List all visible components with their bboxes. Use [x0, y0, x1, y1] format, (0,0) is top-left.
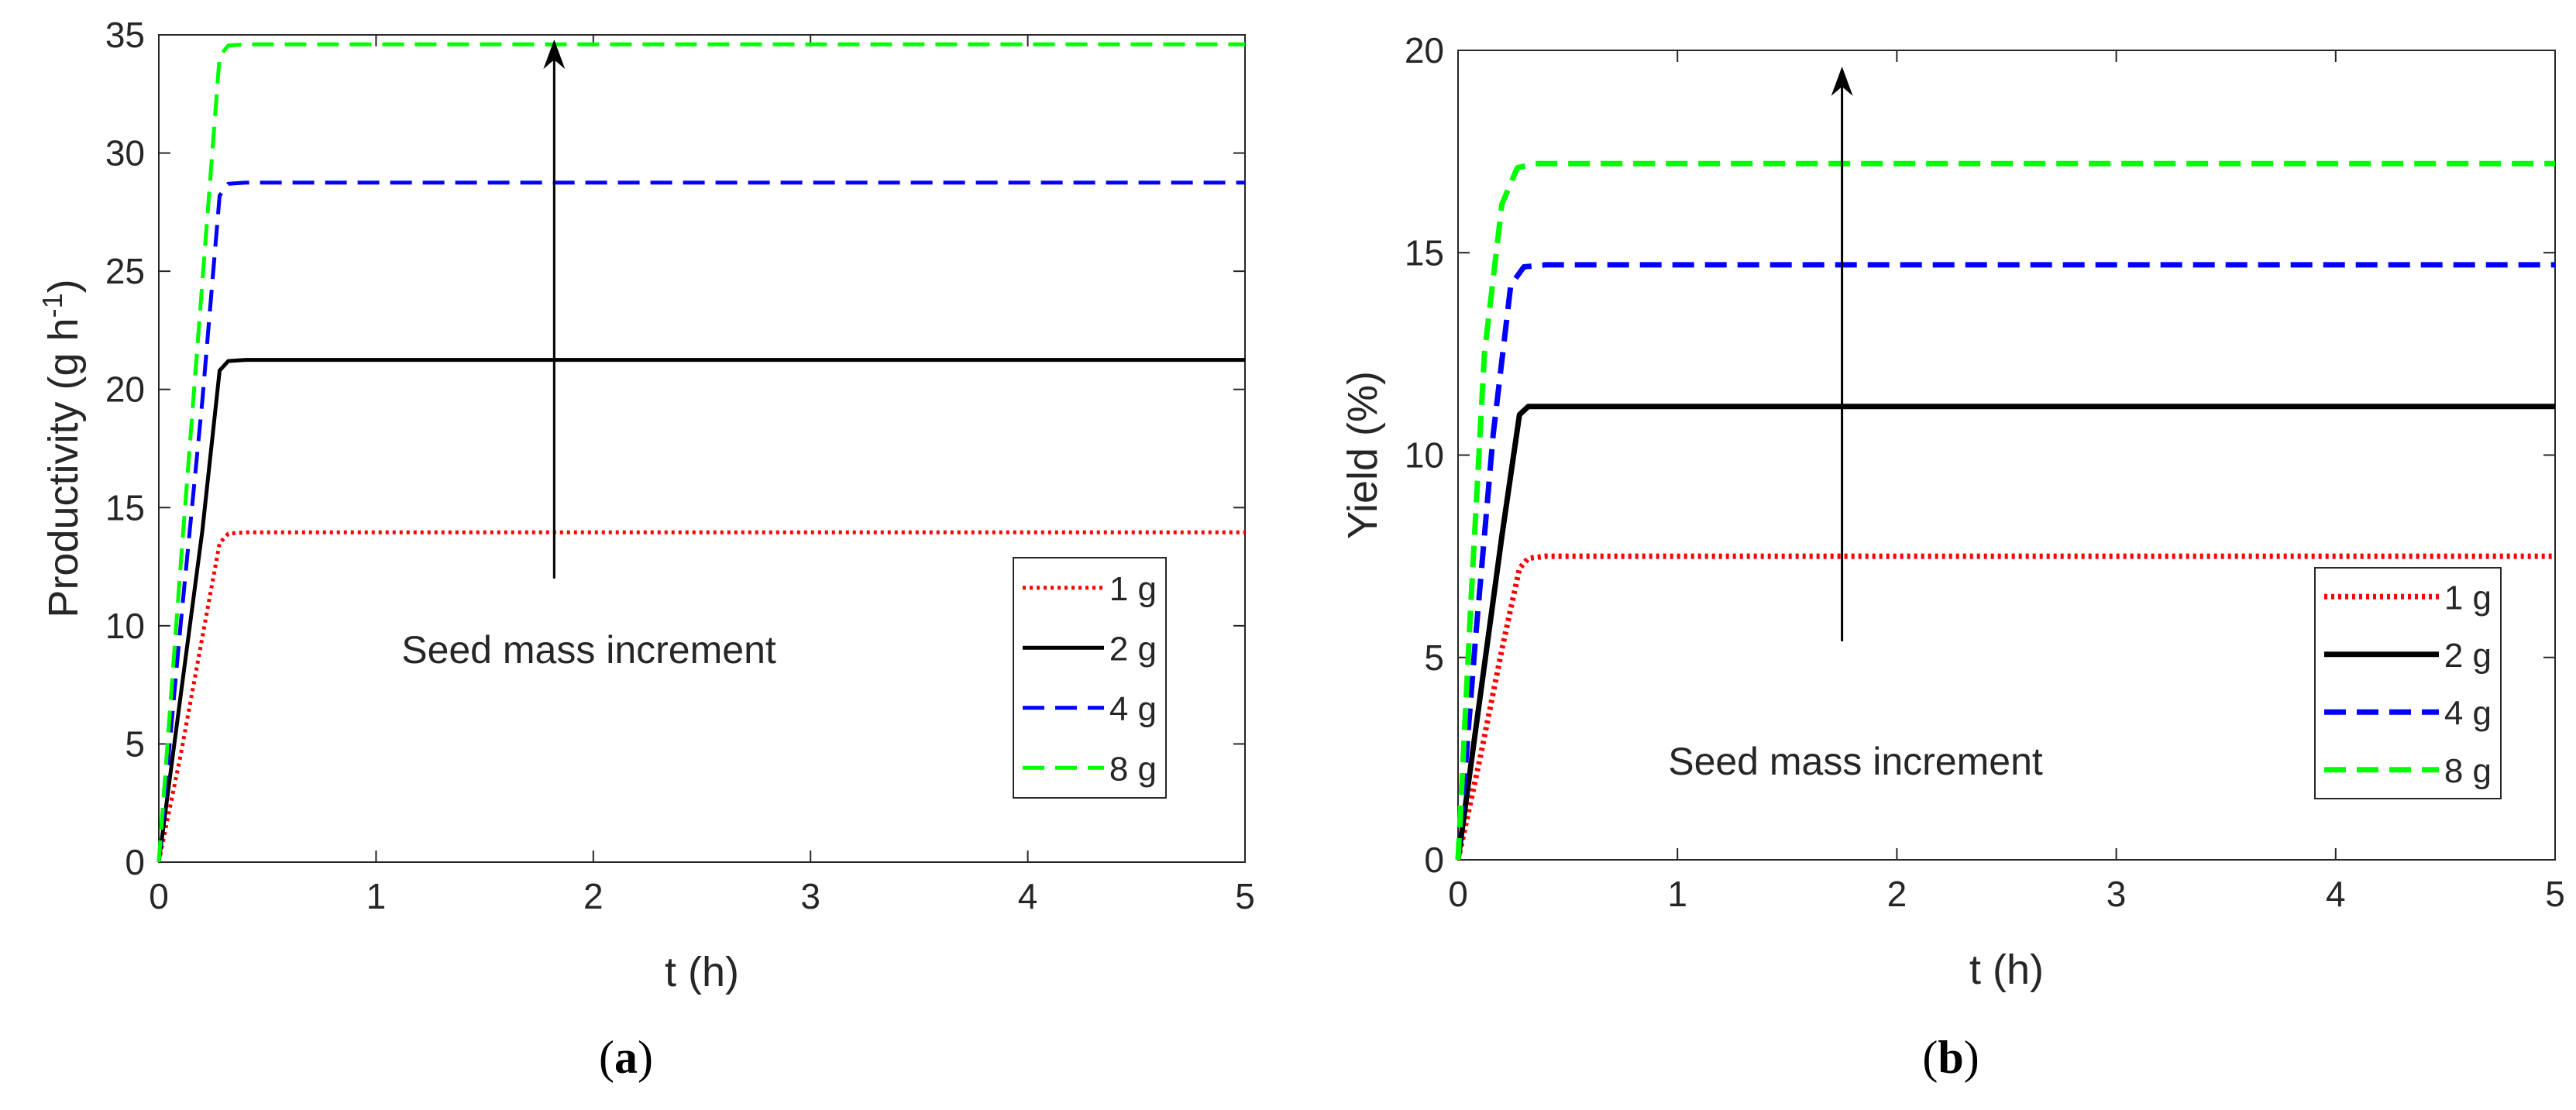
y-tick-label: 15 — [105, 487, 145, 528]
series-line-8g — [156, 42, 1245, 863]
x-tick-label: 3 — [800, 876, 820, 916]
x-tick-label: 1 — [366, 876, 387, 916]
series-line-2g — [1455, 404, 2555, 861]
y-tick-label: 10 — [1405, 435, 1444, 476]
y-tick-label: 15 — [1405, 232, 1444, 273]
x-tick-label: 0 — [1448, 874, 1468, 914]
x-axis-label: t (h) — [665, 949, 739, 995]
x-tick-label: 1 — [1667, 874, 1687, 914]
annotation-text: Seed mass increment — [1668, 740, 2043, 783]
legend-label: 1 g — [1109, 570, 1157, 608]
series-line-8g — [1455, 160, 2555, 861]
panel-caption: (a) — [599, 1032, 653, 1083]
panel-b: 0 1 2 3 4 5 0 5 10 15 20 t (h) Yield (%) Seed mass in… — [1340, 30, 2565, 1083]
x-tick-label: 5 — [2545, 874, 2565, 914]
y-tick-label: 10 — [105, 606, 145, 646]
x-tick-label: 4 — [1018, 876, 1038, 916]
y-axis-label: Productivity (g h-1) — [36, 279, 87, 617]
annotation-arrow-head — [543, 40, 566, 70]
x-tick-label: 5 — [1235, 876, 1255, 916]
y-axis-label: Yield (%) — [1340, 371, 1386, 539]
y-tick-label: 0 — [125, 842, 145, 882]
annotation-arrow-head — [1831, 66, 1853, 96]
legend-label: 8 g — [1109, 750, 1157, 788]
y-tick-label: 20 — [105, 369, 145, 410]
series-line-4g — [1455, 262, 2555, 861]
y-tick-label: 0 — [1424, 840, 1444, 880]
legend-box — [1013, 557, 1167, 799]
panel-caption: (b) — [1922, 1032, 1979, 1083]
y-tick-label: 35 — [105, 15, 145, 55]
y-tick-label: 30 — [105, 133, 145, 174]
x-tick-label: 0 — [149, 876, 169, 916]
series-line-1g — [156, 530, 1245, 863]
legend-label: 8 g — [2444, 752, 2492, 790]
legend-label: 1 g — [2444, 579, 2492, 617]
x-axis-label: t (h) — [1969, 947, 2044, 993]
series-line-4g — [156, 180, 1245, 863]
series-line-1g — [1455, 553, 2555, 861]
x-tick-label: 2 — [1887, 874, 1907, 914]
legend-label: 2 g — [2444, 637, 2492, 675]
x-tick-label: 2 — [583, 876, 604, 916]
legend-label: 2 g — [1109, 630, 1157, 668]
annotation-text: Seed mass increment — [401, 628, 776, 672]
series-line-2g — [156, 358, 1245, 863]
legend-label: 4 g — [1109, 690, 1157, 728]
x-tick-label: 4 — [2326, 874, 2346, 914]
y-tick-label: 5 — [1424, 637, 1444, 678]
x-tick-label: 3 — [2107, 874, 2127, 914]
y-tick-label: 20 — [1405, 30, 1444, 70]
y-tick-label: 25 — [105, 251, 145, 291]
legend-label: 4 g — [2444, 694, 2492, 732]
y-tick-label: 5 — [125, 723, 145, 764]
legend-box — [2314, 567, 2502, 799]
panel-a: 0 1 2 3 4 5 0 5 10 15 20 25 30 35 t (h) Productivity (g… — [36, 15, 1255, 1083]
